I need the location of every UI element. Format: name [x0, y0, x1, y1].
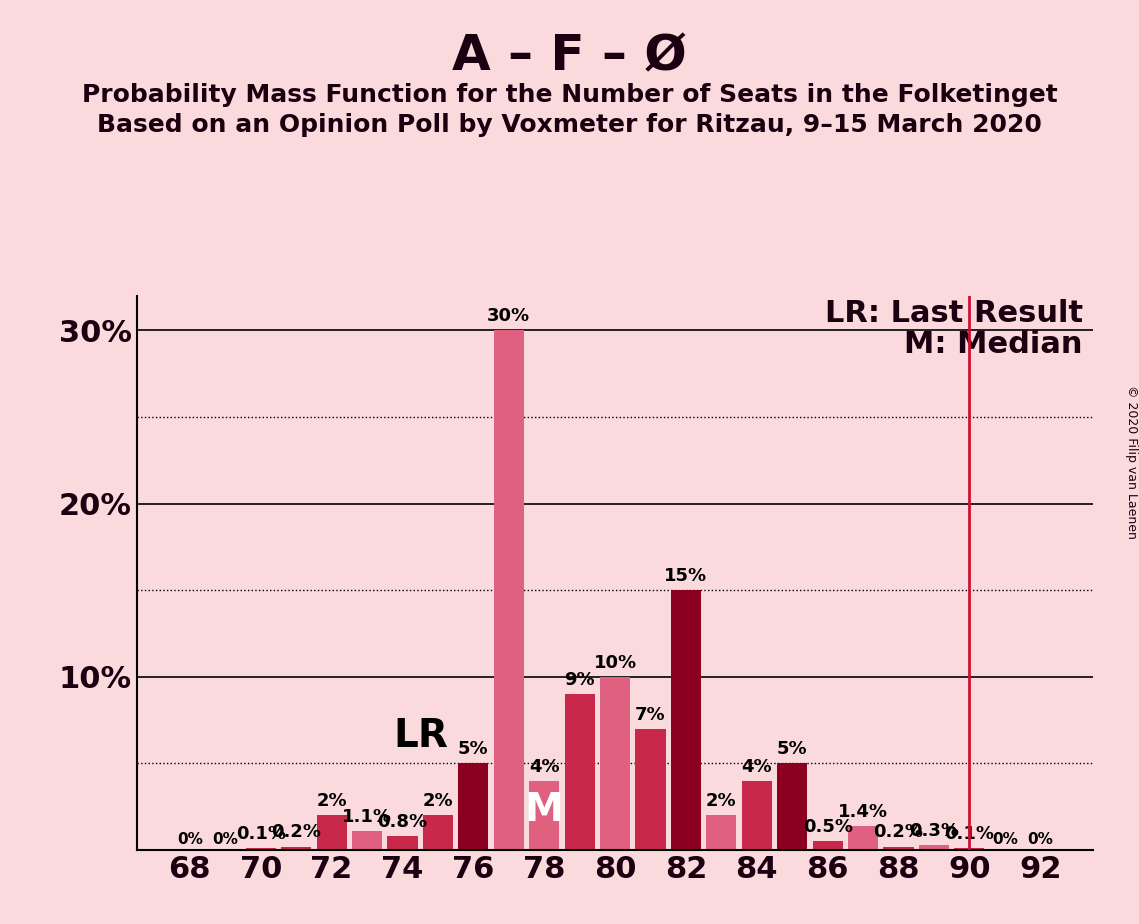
Bar — [458, 763, 489, 850]
Text: 1.4%: 1.4% — [838, 803, 888, 821]
Bar — [741, 781, 772, 850]
Bar — [954, 848, 984, 850]
Text: 5%: 5% — [777, 740, 808, 759]
Text: 0%: 0% — [177, 833, 203, 847]
Bar — [423, 816, 453, 850]
Text: 0.1%: 0.1% — [944, 825, 994, 843]
Text: LR: LR — [394, 717, 449, 755]
Bar — [600, 676, 630, 850]
Text: 10%: 10% — [593, 653, 637, 672]
Text: 4%: 4% — [528, 758, 559, 775]
Bar — [812, 842, 843, 850]
Bar — [530, 781, 559, 850]
Text: 2%: 2% — [706, 792, 737, 810]
Text: 0%: 0% — [212, 833, 238, 847]
Text: A – F – Ø: A – F – Ø — [452, 32, 687, 80]
Text: 9%: 9% — [564, 671, 595, 689]
Text: 30%: 30% — [487, 307, 531, 325]
Text: 0.1%: 0.1% — [236, 825, 286, 843]
Text: © 2020 Filip van Laenen: © 2020 Filip van Laenen — [1124, 385, 1138, 539]
Text: 0.3%: 0.3% — [909, 821, 959, 840]
Bar — [919, 845, 949, 850]
Bar — [565, 694, 595, 850]
Text: M: Median: M: Median — [904, 331, 1083, 359]
Text: 0.2%: 0.2% — [271, 823, 321, 842]
Bar — [849, 826, 878, 850]
Text: 5%: 5% — [458, 740, 489, 759]
Text: 0.5%: 0.5% — [803, 819, 853, 836]
Text: Based on an Opinion Poll by Voxmeter for Ritzau, 9–15 March 2020: Based on an Opinion Poll by Voxmeter for… — [97, 113, 1042, 137]
Bar — [352, 831, 382, 850]
Text: 0.8%: 0.8% — [377, 813, 427, 831]
Bar — [493, 331, 524, 850]
Text: M: M — [525, 791, 564, 830]
Text: 2%: 2% — [317, 792, 347, 810]
Bar — [246, 848, 276, 850]
Bar — [671, 590, 700, 850]
Text: Probability Mass Function for the Number of Seats in the Folketinget: Probability Mass Function for the Number… — [82, 83, 1057, 107]
Bar — [777, 763, 808, 850]
Text: 0%: 0% — [1027, 833, 1054, 847]
Text: 0%: 0% — [992, 833, 1018, 847]
Bar — [636, 729, 665, 850]
Text: LR: Last Result: LR: Last Result — [825, 299, 1083, 328]
Bar — [317, 816, 346, 850]
Text: 1.1%: 1.1% — [342, 808, 392, 826]
Bar — [387, 836, 418, 850]
Text: 2%: 2% — [423, 792, 453, 810]
Text: 15%: 15% — [664, 567, 707, 585]
Bar — [706, 816, 737, 850]
Text: 4%: 4% — [741, 758, 772, 775]
Bar — [884, 846, 913, 850]
Text: 0.2%: 0.2% — [874, 823, 924, 842]
Bar — [281, 846, 311, 850]
Text: 7%: 7% — [636, 706, 666, 723]
